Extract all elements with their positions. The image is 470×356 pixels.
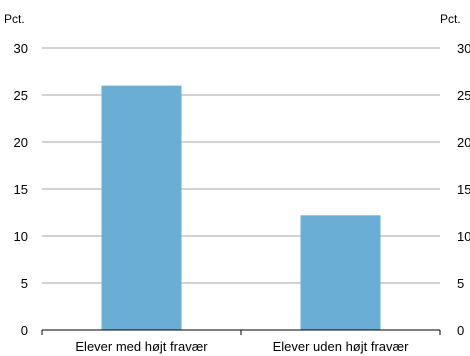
x-category-label: Elever uden højt fravær <box>273 339 410 354</box>
bar <box>300 215 381 330</box>
y-tick-label-left: 25 <box>14 88 28 103</box>
y-tick-label-left: 20 <box>14 135 28 150</box>
y-tick-label-left: 0 <box>21 323 28 338</box>
y-tick-label-right: 5 <box>457 276 464 291</box>
x-axis <box>41 329 441 335</box>
y-tick-label-left: 30 <box>14 41 28 56</box>
y-tick-label-left: 5 <box>21 276 28 291</box>
x-category-label: Elever med højt fravær <box>75 339 208 354</box>
y-tick-label-left: 15 <box>14 182 28 197</box>
bar <box>101 85 182 330</box>
y-tick-label-right: 10 <box>457 229 470 244</box>
y-tick-label-right: 25 <box>457 88 470 103</box>
y-tick-label-right: 0 <box>457 323 464 338</box>
bars <box>101 85 381 330</box>
y-tick-label-right: 20 <box>457 135 470 150</box>
y-tick-label-right: 15 <box>457 182 470 197</box>
y-axis-left-ticks: 0 5 10 15 20 25 30 <box>14 41 28 338</box>
category-labels: Elever med højt fravær Elever uden højt f… <box>75 339 409 354</box>
y-axis-left-unit: Pct. <box>4 12 25 26</box>
y-tick-label-right: 30 <box>457 41 470 56</box>
y-axis-right-ticks: 0 5 10 15 20 25 30 <box>457 41 470 338</box>
y-axis-right-unit: Pct. <box>440 12 461 26</box>
y-tick-label-left: 10 <box>14 229 28 244</box>
